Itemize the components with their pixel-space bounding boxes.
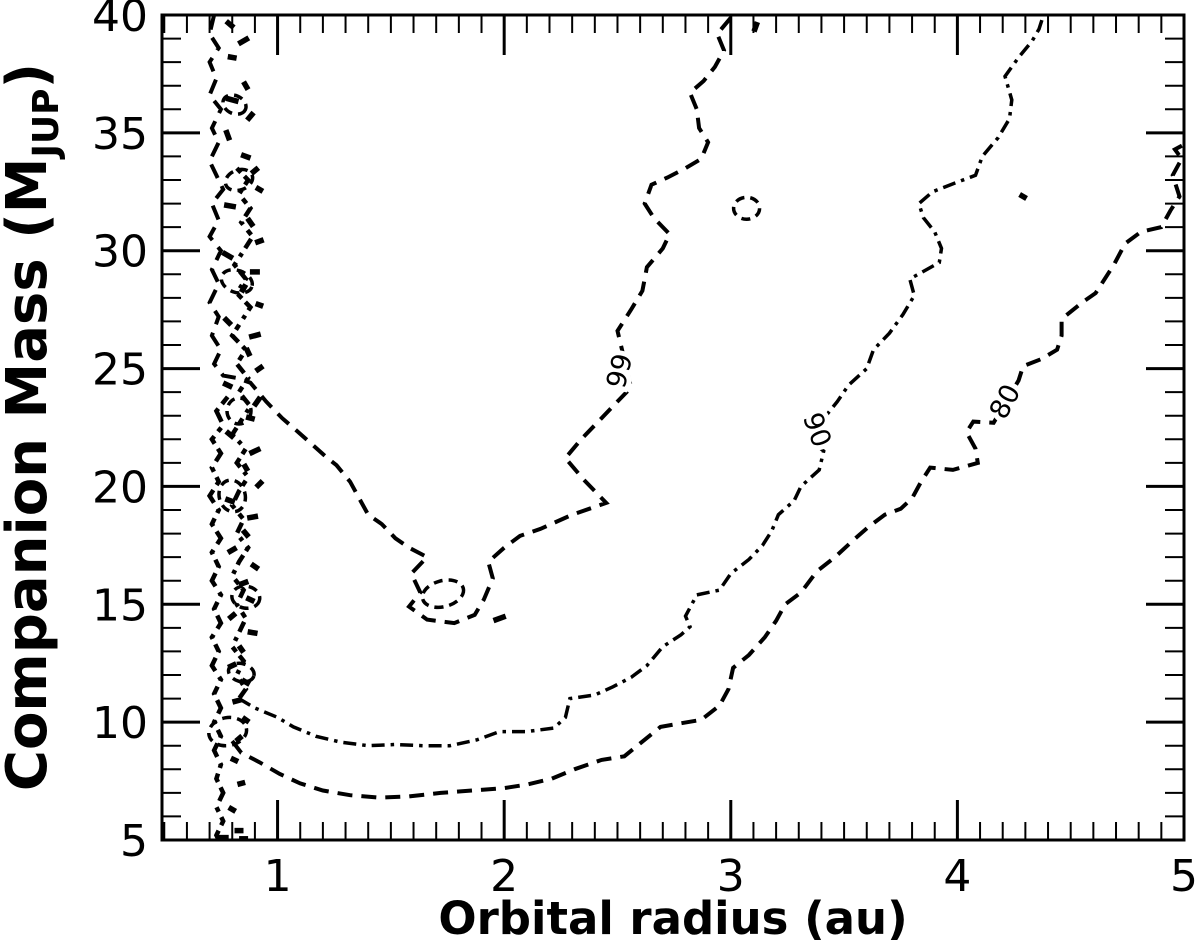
contour-noise-mark: [240, 152, 252, 161]
contour-noise-mark: [224, 496, 236, 505]
y-tick-label: 35: [92, 109, 148, 160]
y-axis-title-main: Companion Mass (M: [0, 157, 60, 791]
contour-noise-mark: [238, 283, 249, 294]
contour-label-90: 90: [796, 409, 837, 452]
contour-noise-mark: [245, 595, 256, 604]
contour-lines: [206, 15, 1184, 840]
x-tick-label: 2: [490, 851, 518, 902]
y-axis-title-close: ): [0, 63, 60, 89]
y-tick-label: 40: [92, 0, 148, 42]
contour-80-path: [230, 142, 1184, 800]
y-tick-label: 30: [92, 227, 148, 278]
contour-noise-mark: [236, 779, 246, 788]
contour-noise-mark: [254, 300, 265, 309]
contour-noise-mark: [226, 611, 238, 622]
contour-noise-mark: [241, 462, 251, 473]
y-tick-label: 5: [120, 816, 148, 867]
contour-loop: [731, 195, 762, 222]
contour-noise-mark: [247, 629, 259, 637]
x-tick-label: 1: [264, 851, 292, 902]
y-axis-title: Companion Mass (MJUP): [0, 63, 67, 791]
contour-loop: [217, 478, 248, 514]
contour-noise-mark: [246, 513, 259, 521]
contour-noise-mark: [226, 545, 238, 555]
contour-noise-mark: [254, 478, 265, 490]
contour-noise-mark: [254, 363, 265, 374]
contour-noise-mark: [240, 715, 251, 725]
contour-noise-mark: [254, 185, 265, 194]
contour-noise-mark: [240, 528, 251, 539]
contour-noise-mark: [223, 202, 237, 210]
y-tick-label: 25: [92, 345, 148, 396]
contour-noise-mark: [243, 346, 253, 358]
contour-noise-mark: [251, 395, 263, 408]
noise-band-inner-path: [229, 166, 256, 700]
x-tick-label: 5: [1170, 851, 1198, 902]
contour-noise-mark: [223, 129, 233, 142]
axis-tick-labels: 1 2 3 4 5 5 10 15 20 25 30 35 40: [92, 0, 1198, 902]
contour-noise-mark: [249, 165, 261, 176]
contour-noise-mark: [231, 697, 242, 705]
noise-band-lower-99-path: [206, 395, 230, 840]
contour-loop: [225, 396, 253, 426]
y-tick-label: 15: [92, 580, 148, 631]
contour-noise-mark: [229, 755, 240, 765]
contour-noise-mark: [241, 80, 251, 91]
contour-90-path: [238, 15, 1046, 748]
contour-noise-mark: [248, 446, 262, 457]
contour-noise-mark: [248, 331, 262, 340]
contour-noise-mark: [225, 95, 240, 105]
x-axis-title: Orbital radius (au): [438, 892, 907, 945]
contour-loop: [420, 578, 466, 610]
contour-noise-mark: [237, 35, 251, 47]
contour-loop: [230, 584, 262, 611]
contour-noise-mark: [227, 53, 238, 61]
contour-noise-mark: [492, 613, 507, 624]
contour-noise-mark: [224, 19, 236, 30]
contour-noise-mark: [222, 315, 234, 327]
plot-area: [160, 13, 1186, 842]
contour-noise-mark: [254, 237, 265, 246]
contour-noise-mark: [224, 429, 236, 440]
contour-noise-mark: [234, 733, 244, 744]
x-tick-label: 4: [943, 851, 971, 902]
contour-noise-mark: [222, 380, 234, 390]
contour-noise-mark: [751, 21, 760, 33]
contour-level-labels: 99 90 80: [596, 346, 1032, 457]
contour-label-99: 99: [601, 351, 639, 392]
contour-loop: [221, 93, 248, 116]
contour-noise-mark: [227, 805, 238, 814]
contour-noise-mark: [236, 644, 246, 654]
contour-noise-mark: [249, 561, 261, 572]
contour-label-80: 80: [984, 379, 1028, 424]
contour-noise-mark: [245, 216, 256, 229]
axis-ticks: [162, 13, 1186, 842]
y-tick-label: 10: [92, 698, 148, 749]
contour-noise-mark: [240, 677, 252, 687]
x-tick-label: 3: [717, 851, 745, 902]
contour-noise-mark: [237, 578, 250, 588]
contour-noise-mark: [245, 414, 256, 422]
contour-99-path: [207, 15, 735, 626]
y-axis-title-subscript: JUP: [26, 88, 67, 160]
contour-noise-mark: [226, 661, 238, 670]
contour-loop: [223, 167, 255, 193]
y-tick-label: 20: [92, 462, 148, 513]
contour-noise-mark: [245, 110, 256, 122]
contour-noise-mark: [1018, 192, 1028, 201]
contour-noise-mark: [221, 250, 235, 261]
